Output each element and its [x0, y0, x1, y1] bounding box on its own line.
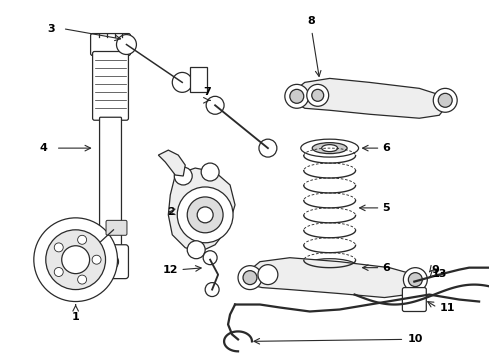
- Circle shape: [172, 72, 192, 92]
- Circle shape: [438, 93, 452, 107]
- Circle shape: [243, 271, 257, 285]
- Circle shape: [433, 88, 457, 112]
- Circle shape: [77, 275, 87, 284]
- Ellipse shape: [301, 139, 359, 157]
- Circle shape: [187, 241, 205, 259]
- Text: 5: 5: [383, 203, 390, 213]
- Circle shape: [77, 235, 87, 244]
- Circle shape: [117, 35, 136, 54]
- Text: 13: 13: [431, 269, 447, 279]
- Circle shape: [54, 267, 63, 276]
- Text: 11: 11: [439, 302, 455, 312]
- Ellipse shape: [301, 259, 359, 276]
- Polygon shape: [295, 78, 447, 118]
- Circle shape: [290, 89, 304, 103]
- Circle shape: [403, 268, 427, 292]
- Text: 7: 7: [203, 87, 211, 97]
- Circle shape: [408, 273, 422, 287]
- Text: 6: 6: [383, 143, 391, 153]
- Circle shape: [259, 139, 277, 157]
- Text: 10: 10: [407, 334, 423, 345]
- Text: 12: 12: [163, 265, 178, 275]
- Text: 4: 4: [40, 143, 48, 153]
- Circle shape: [201, 163, 219, 181]
- Polygon shape: [168, 168, 235, 252]
- FancyBboxPatch shape: [91, 33, 130, 55]
- Circle shape: [34, 218, 118, 302]
- Text: 9: 9: [431, 265, 439, 275]
- Ellipse shape: [322, 264, 338, 271]
- Circle shape: [206, 96, 224, 114]
- Polygon shape: [158, 150, 185, 176]
- Circle shape: [177, 187, 233, 243]
- Text: 8: 8: [308, 15, 316, 26]
- Circle shape: [203, 251, 217, 265]
- Circle shape: [54, 243, 63, 252]
- Polygon shape: [248, 258, 417, 298]
- Circle shape: [238, 266, 262, 289]
- Circle shape: [197, 207, 213, 223]
- Ellipse shape: [322, 145, 338, 152]
- Text: 6: 6: [383, 263, 391, 273]
- Circle shape: [174, 167, 192, 185]
- Circle shape: [46, 230, 105, 289]
- Circle shape: [307, 84, 329, 106]
- Circle shape: [312, 89, 324, 101]
- Polygon shape: [190, 67, 207, 92]
- Circle shape: [92, 255, 101, 264]
- Ellipse shape: [312, 262, 347, 273]
- FancyBboxPatch shape: [93, 51, 128, 120]
- Text: 3: 3: [47, 24, 54, 33]
- Circle shape: [187, 197, 223, 233]
- FancyBboxPatch shape: [93, 245, 128, 279]
- Text: 1: 1: [72, 312, 79, 323]
- Ellipse shape: [312, 143, 347, 154]
- Circle shape: [62, 246, 90, 274]
- Circle shape: [205, 283, 219, 297]
- Circle shape: [258, 265, 278, 285]
- FancyBboxPatch shape: [106, 220, 127, 235]
- FancyBboxPatch shape: [402, 288, 426, 311]
- Text: 2: 2: [168, 207, 175, 217]
- Circle shape: [102, 254, 119, 270]
- FancyBboxPatch shape: [99, 117, 122, 249]
- Circle shape: [285, 84, 309, 108]
